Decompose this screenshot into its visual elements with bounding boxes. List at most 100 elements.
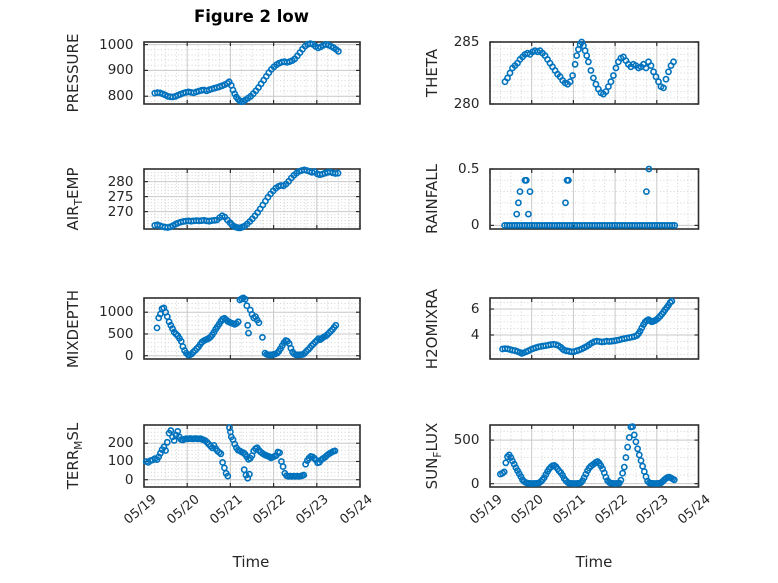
data-point bbox=[541, 52, 548, 59]
data-point bbox=[308, 453, 316, 461]
data-point bbox=[213, 447, 221, 455]
data-point bbox=[563, 222, 570, 229]
data-point bbox=[271, 184, 279, 192]
data-point bbox=[653, 480, 661, 487]
data-point bbox=[170, 437, 178, 444]
data-point bbox=[311, 456, 319, 464]
data-point bbox=[329, 447, 337, 455]
data-point bbox=[249, 90, 257, 98]
data-point bbox=[585, 222, 593, 229]
data-point bbox=[177, 436, 185, 443]
data-point bbox=[553, 70, 561, 78]
data-point bbox=[662, 75, 669, 83]
x-tick-label: 05/20 bbox=[508, 492, 547, 528]
data-point bbox=[180, 435, 188, 443]
data-point bbox=[632, 332, 640, 339]
data-point bbox=[513, 467, 521, 474]
data-point bbox=[244, 455, 252, 463]
data-point bbox=[543, 55, 551, 63]
data-point bbox=[191, 347, 198, 354]
data-point bbox=[318, 170, 326, 178]
data-point bbox=[616, 54, 624, 62]
data-point bbox=[307, 342, 315, 350]
x-axis-label: Time bbox=[232, 553, 270, 571]
data-point bbox=[602, 473, 609, 481]
data-point bbox=[644, 165, 652, 173]
data-point bbox=[538, 49, 546, 57]
data-point bbox=[179, 89, 187, 97]
data-point bbox=[284, 177, 292, 185]
data-point bbox=[325, 449, 333, 457]
data-point bbox=[274, 347, 282, 355]
data-point bbox=[258, 449, 266, 457]
data-point bbox=[225, 318, 233, 326]
data-point bbox=[643, 222, 651, 229]
data-point bbox=[565, 347, 573, 355]
data-point bbox=[154, 314, 162, 322]
data-point bbox=[203, 335, 210, 343]
data-point bbox=[565, 479, 573, 487]
data-point bbox=[156, 222, 163, 230]
data-point bbox=[268, 453, 276, 461]
data-point bbox=[158, 223, 166, 230]
data-point bbox=[316, 43, 324, 51]
data-point bbox=[568, 72, 576, 79]
data-point bbox=[302, 167, 310, 174]
y-tick-label: 0.5 bbox=[458, 161, 480, 177]
data-point bbox=[603, 477, 611, 484]
data-point bbox=[568, 480, 576, 487]
data-point bbox=[608, 222, 616, 229]
data-point bbox=[177, 337, 185, 345]
data-point bbox=[317, 456, 324, 464]
data-point bbox=[240, 466, 248, 474]
data-point bbox=[498, 469, 506, 477]
data-point bbox=[258, 201, 266, 209]
data-point bbox=[657, 83, 664, 90]
data-point bbox=[232, 444, 240, 452]
data-point bbox=[557, 343, 564, 351]
data-point bbox=[571, 60, 578, 68]
data-point bbox=[292, 351, 299, 359]
data-point bbox=[172, 330, 179, 338]
data-point bbox=[508, 457, 516, 465]
data-point bbox=[191, 435, 198, 442]
data-point bbox=[253, 209, 261, 216]
data-point bbox=[498, 345, 506, 353]
y-axis-label: TERRMSL bbox=[63, 422, 85, 490]
data-point bbox=[524, 347, 532, 355]
data-point bbox=[229, 86, 236, 94]
data-point bbox=[590, 338, 598, 346]
data-point bbox=[171, 92, 179, 100]
data-point bbox=[264, 351, 272, 359]
x-tick-label: 05/23 bbox=[633, 492, 672, 528]
data-point bbox=[595, 222, 603, 229]
data-point bbox=[199, 337, 207, 345]
data-point bbox=[213, 84, 220, 91]
data-point bbox=[236, 97, 243, 105]
data-point bbox=[293, 52, 301, 60]
data-point bbox=[650, 480, 658, 487]
data-point bbox=[522, 348, 529, 356]
data-point bbox=[662, 304, 670, 311]
data-point bbox=[562, 347, 570, 355]
data-point bbox=[642, 473, 649, 481]
data-point bbox=[249, 447, 257, 455]
data-point bbox=[299, 471, 307, 479]
data-point bbox=[280, 339, 287, 347]
data-point bbox=[561, 199, 569, 207]
data-point bbox=[273, 349, 280, 357]
data-point bbox=[625, 334, 633, 341]
data-point bbox=[236, 296, 243, 304]
data-point bbox=[542, 471, 549, 478]
data-point bbox=[256, 448, 264, 456]
data-point bbox=[508, 346, 516, 354]
data-point bbox=[198, 435, 205, 443]
data-point bbox=[560, 475, 568, 482]
y-tick-label: 200 bbox=[107, 435, 134, 452]
data-point bbox=[563, 80, 571, 88]
data-point bbox=[223, 317, 231, 325]
data-point bbox=[287, 174, 295, 182]
data-point bbox=[231, 223, 239, 231]
data-point bbox=[566, 78, 573, 86]
